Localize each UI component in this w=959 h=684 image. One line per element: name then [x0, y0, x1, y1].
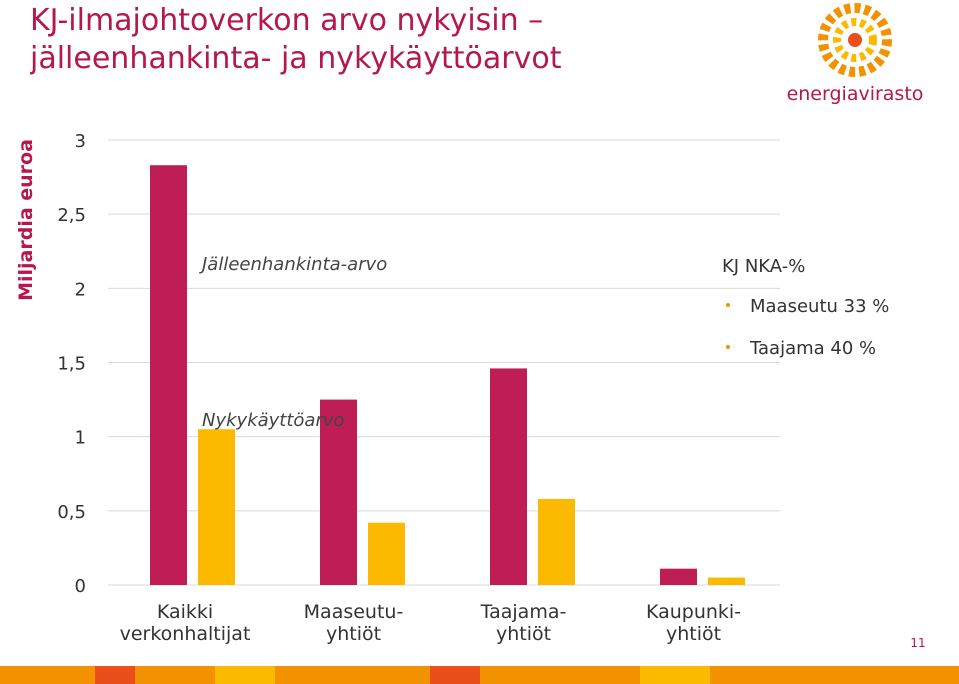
x-tick-label: Kaupunki-yhtiöt [645, 601, 742, 645]
bar [538, 498, 575, 585]
note-item: Taajama 40 % [749, 338, 876, 359]
y-axis-label: Miljardia euroa [15, 139, 37, 301]
notes-heading: KJ NKA-% [722, 256, 805, 277]
footer-block [95, 666, 135, 684]
bullet [726, 303, 730, 307]
bar [198, 429, 235, 585]
bar [708, 577, 745, 585]
bar [660, 568, 697, 585]
bar [320, 399, 357, 585]
footer-block [640, 666, 710, 684]
x-tick-label: Kaikki verkonhaltijat [119, 601, 251, 645]
x-tick-label: Taajama-yhtiöt [480, 601, 567, 645]
y-tick-label: 0 [75, 576, 86, 597]
footer-block [430, 666, 480, 684]
y-tick-label: 1,5 [57, 354, 86, 375]
y-tick-label: 1 [75, 428, 86, 449]
y-tick-label: 0,5 [57, 502, 86, 523]
bar [150, 165, 187, 585]
logo-sun-inner [833, 18, 877, 62]
footer-block [215, 666, 275, 684]
series-label: Nykykäyttöarvo [202, 410, 345, 431]
bar [368, 522, 405, 585]
y-tick-label: 2 [75, 279, 86, 300]
note-item: Maaseutu 33 % [750, 296, 889, 317]
logo: energiavirasto [787, 3, 924, 105]
series-label: Jälleenhankinta-arvo [199, 254, 387, 275]
y-tick-label: 3 [75, 131, 86, 152]
logo-text: energiavirasto [787, 83, 924, 105]
page-number: 11 [910, 636, 925, 650]
logo-core [848, 33, 862, 47]
slide-title: KJ-ilmajohtoverkon arvo nykyisin – jälle… [30, 3, 562, 76]
bar [490, 368, 527, 585]
y-tick-label: 2,5 [57, 205, 86, 226]
bullet [726, 345, 730, 349]
logo-sun [818, 3, 892, 77]
x-tick-label: Maaseutu-yhtiöt [303, 601, 404, 645]
title-box: KJ-ilmajohtoverkon arvo nykyisin – jälle… [30, 3, 562, 76]
